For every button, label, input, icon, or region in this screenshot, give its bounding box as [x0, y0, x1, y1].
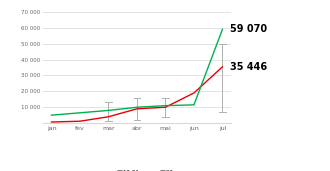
Text: 35 446: 35 446 — [230, 62, 267, 72]
Text: 59 070: 59 070 — [230, 24, 267, 34]
Legend: 2012-21, 2022: 2012-21, 2022 — [98, 168, 176, 171]
